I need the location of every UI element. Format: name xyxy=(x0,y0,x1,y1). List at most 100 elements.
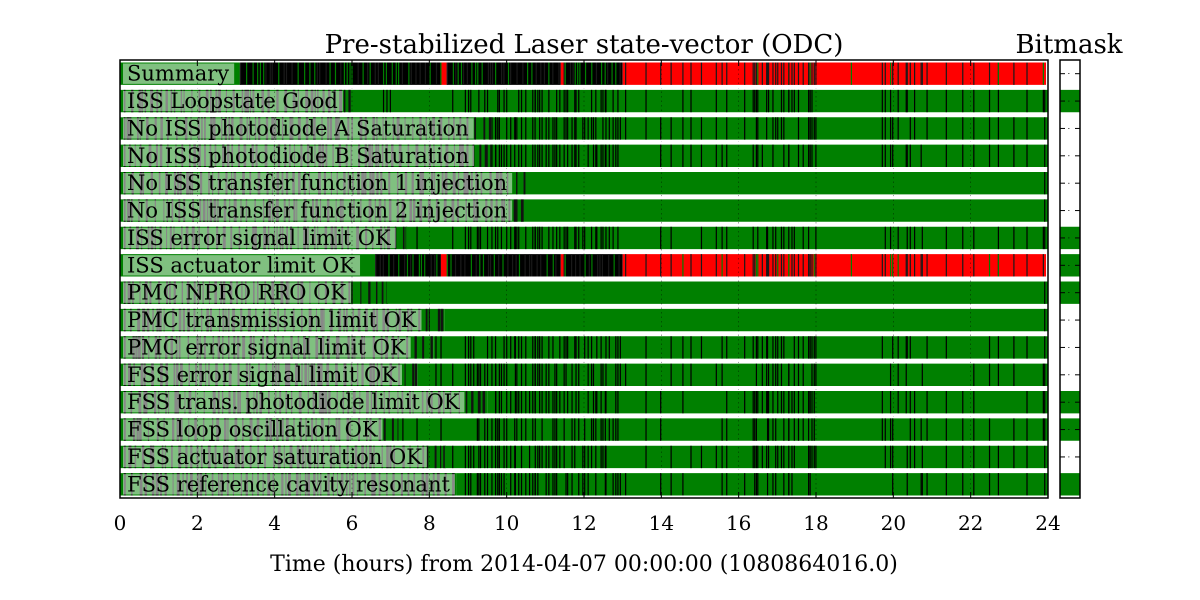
dropout-mark xyxy=(920,473,922,496)
flicker-mark xyxy=(434,445,437,469)
flicker-mark xyxy=(329,62,331,85)
dropout-mark xyxy=(809,89,811,113)
dropout-mark xyxy=(554,117,556,140)
dropout-mark xyxy=(700,336,703,359)
flicker-mark xyxy=(572,62,574,85)
dropout-mark xyxy=(726,391,728,414)
flicker-mark xyxy=(690,62,692,85)
flicker-mark xyxy=(471,391,474,414)
row-label-bg xyxy=(123,392,465,413)
dropout-mark xyxy=(468,363,470,386)
dropout-mark xyxy=(602,144,604,167)
flicker-mark xyxy=(435,62,438,85)
dropout-mark xyxy=(604,445,606,469)
dropout-mark xyxy=(468,226,470,250)
dropout-mark xyxy=(556,391,558,414)
dropout-mark xyxy=(590,445,593,469)
dropout-mark xyxy=(813,336,815,359)
dropout-mark xyxy=(520,418,523,441)
dropout-mark xyxy=(921,473,923,496)
flicker-mark xyxy=(487,254,490,277)
dropout-mark xyxy=(619,117,621,140)
dropout-mark xyxy=(539,391,541,414)
dropout-mark xyxy=(780,391,783,414)
flicker-mark xyxy=(913,62,916,85)
dropout-mark xyxy=(516,117,518,140)
dropout-mark xyxy=(973,363,975,386)
flicker-mark xyxy=(920,62,922,85)
dropout-mark xyxy=(478,445,480,469)
row-label-13: FSS loop oscillation OK xyxy=(123,418,383,442)
dropout-mark xyxy=(484,473,486,496)
dropout-mark xyxy=(476,418,478,441)
flicker-mark xyxy=(495,62,497,85)
dropout-mark xyxy=(534,226,536,250)
flicker-mark xyxy=(788,254,790,277)
dropout-mark xyxy=(596,391,598,414)
dropout-mark xyxy=(556,117,558,140)
x-axis-ticks: 0 2 4 6 8 10 12 14 16 18 20 22 24 xyxy=(114,60,1061,535)
flicker-mark xyxy=(889,62,892,85)
dropout-mark xyxy=(619,473,621,496)
dropout-mark xyxy=(464,445,466,469)
flicker-mark xyxy=(412,254,414,277)
dropout-mark xyxy=(772,418,774,441)
flicker-mark xyxy=(881,254,883,277)
dropout-mark xyxy=(744,336,746,359)
flicker-mark xyxy=(474,117,477,140)
flicker-mark xyxy=(766,62,769,85)
flicker-mark xyxy=(997,62,999,85)
dropout-mark xyxy=(605,144,607,167)
dropout-mark xyxy=(619,363,621,386)
dropout-mark xyxy=(584,473,586,496)
dropout-mark xyxy=(988,363,991,386)
flicker-mark xyxy=(531,62,533,85)
dropout-mark xyxy=(962,445,964,469)
dropout-mark xyxy=(587,117,589,140)
dropout-mark xyxy=(1042,418,1044,441)
row-label-5: No ISS transfer function 2 injection xyxy=(123,199,513,223)
dropout-mark xyxy=(484,363,486,386)
dropout-mark xyxy=(565,89,567,113)
dropout-mark xyxy=(780,336,783,359)
dropout-mark xyxy=(772,144,774,167)
flicker-mark xyxy=(465,391,468,414)
dropout-mark xyxy=(788,89,790,113)
dropout-mark xyxy=(602,363,604,386)
dropout-mark xyxy=(596,226,598,250)
dropout-mark xyxy=(811,418,813,441)
dropout-mark xyxy=(783,336,785,359)
segment-failed xyxy=(440,254,447,277)
row-label-text: PMC NPRO RRO OK xyxy=(127,281,346,305)
dropout-mark xyxy=(897,336,899,359)
dropout-mark xyxy=(997,363,1000,386)
dropout-mark xyxy=(1044,226,1046,250)
flicker-mark xyxy=(429,62,431,85)
flicker-mark xyxy=(401,62,404,85)
flicker-mark xyxy=(259,62,262,85)
flicker-mark xyxy=(440,308,444,332)
flicker-mark xyxy=(926,254,928,277)
bitmask-cell-on xyxy=(1060,89,1080,113)
dropout-mark xyxy=(777,336,779,359)
flicker-mark xyxy=(420,254,423,277)
dropout-mark xyxy=(525,89,527,113)
dropout-mark xyxy=(516,226,518,250)
dropout-mark xyxy=(625,363,627,386)
dropout-mark xyxy=(757,445,759,469)
flicker-mark xyxy=(584,254,586,277)
dropout-mark xyxy=(510,117,512,140)
dropout-mark xyxy=(497,445,499,469)
flicker-mark xyxy=(788,62,790,85)
dropout-mark xyxy=(584,336,586,359)
dropout-mark xyxy=(1042,391,1044,414)
dropout-mark xyxy=(582,473,584,496)
x-tick-label: 20 xyxy=(881,511,906,535)
dropout-mark xyxy=(780,89,783,113)
flicker-mark xyxy=(715,254,717,277)
dropout-mark xyxy=(811,117,813,140)
dropout-mark xyxy=(584,445,586,469)
dropout-mark xyxy=(897,117,899,140)
dropout-mark xyxy=(813,445,815,469)
flicker-mark xyxy=(430,336,433,359)
